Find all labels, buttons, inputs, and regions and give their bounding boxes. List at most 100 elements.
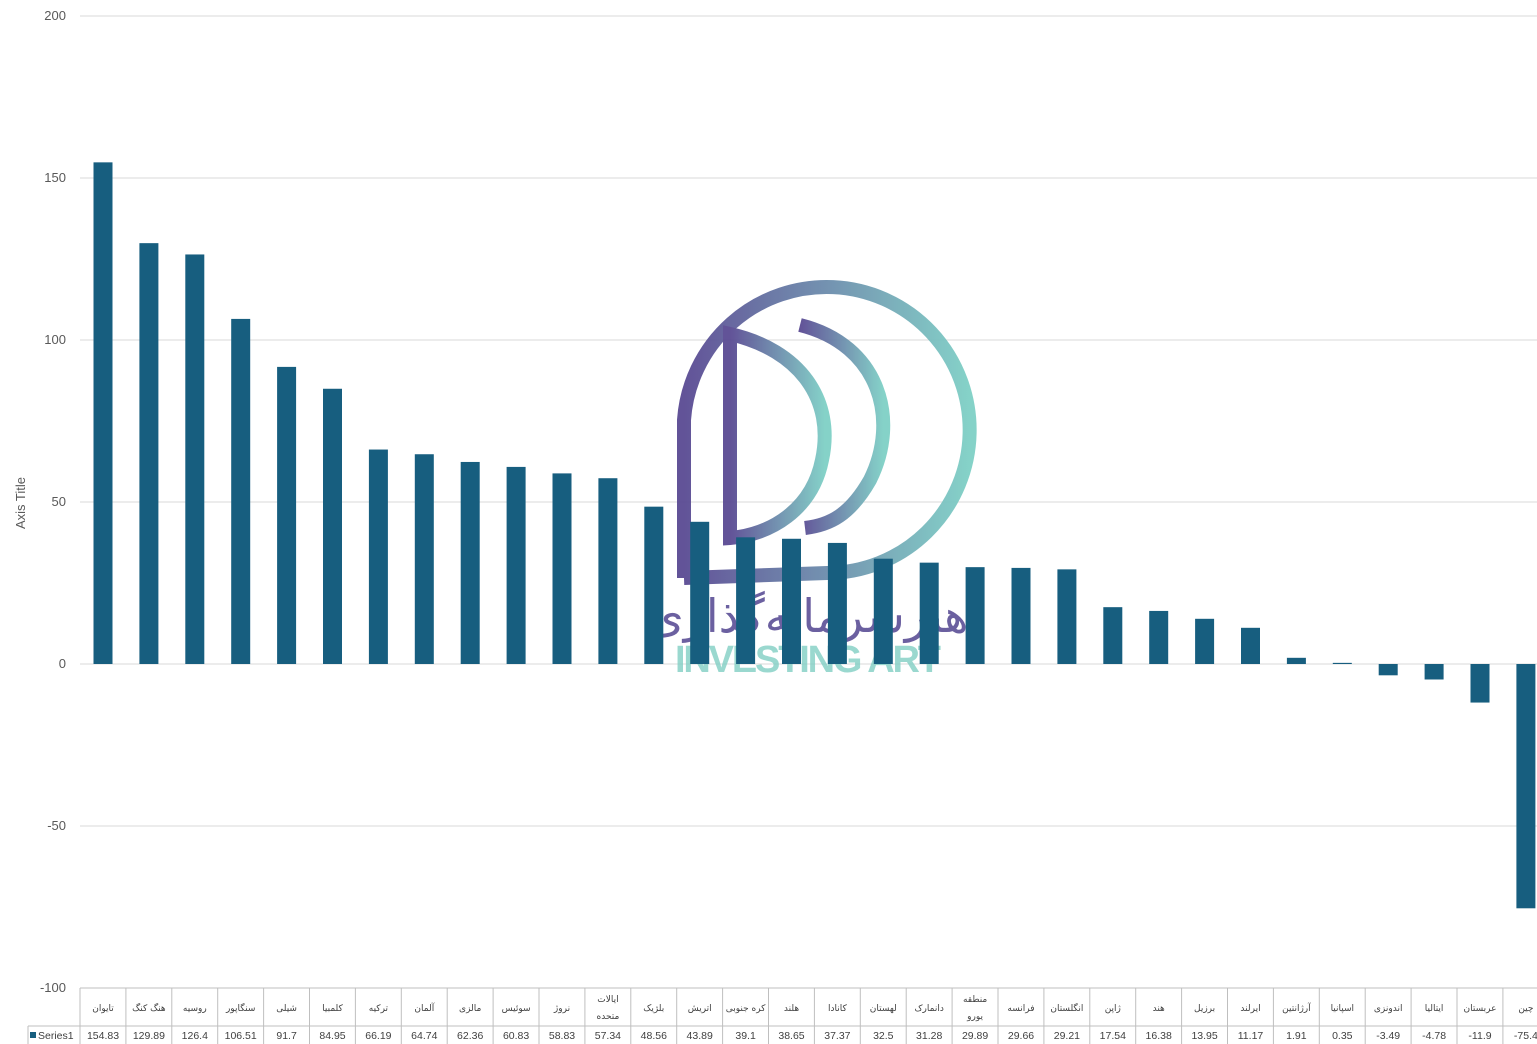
bar	[827, 542, 847, 664]
value-label: 31.28	[916, 1030, 942, 1042]
category-label: هند	[1153, 1004, 1165, 1014]
bar	[1241, 627, 1260, 664]
category-label: نروژ	[553, 1004, 570, 1014]
category-label: بلژیک	[643, 1004, 664, 1014]
bar	[1378, 664, 1398, 676]
bar	[1149, 610, 1169, 664]
bars	[93, 162, 1536, 909]
category-label: ژاپن	[1105, 1004, 1121, 1014]
category-label: شیلی	[276, 1004, 297, 1014]
bar	[323, 388, 342, 664]
y-tick-label: 100	[44, 332, 66, 347]
category-label: ایرلند	[1240, 1004, 1260, 1014]
bar	[460, 461, 480, 664]
value-label: 32.5	[873, 1030, 894, 1042]
bar	[736, 537, 756, 664]
bar	[277, 366, 297, 664]
category-label: آلمان	[414, 1002, 434, 1014]
value-label: 11.17	[1238, 1030, 1264, 1042]
bar	[506, 466, 526, 664]
y-tick-label: 0	[59, 656, 66, 671]
value-label: 62.36	[457, 1030, 483, 1042]
y-tick-label: 50	[52, 494, 66, 509]
value-label: 16.38	[1146, 1030, 1172, 1042]
bar	[873, 558, 893, 664]
value-label: 129.89	[133, 1030, 165, 1042]
bar	[1516, 664, 1536, 909]
value-label: 17.54	[1100, 1030, 1126, 1042]
category-label: اسپانیا	[1331, 1004, 1354, 1014]
bar	[1332, 662, 1352, 664]
bar	[644, 506, 664, 664]
category-label: روسیه	[183, 1004, 207, 1014]
value-label: 106.51	[225, 1030, 257, 1042]
value-label: 66.19	[365, 1030, 391, 1042]
category-label: ایالات	[597, 995, 618, 1005]
value-label: 29.66	[1008, 1030, 1034, 1042]
category-label: عربستان	[1464, 1004, 1497, 1014]
bar	[1057, 569, 1077, 664]
category-label: منطقه	[963, 995, 987, 1005]
y-tick-label: 200	[44, 8, 66, 23]
gridlines	[80, 15, 1537, 827]
category-label: اندونزی	[1374, 1004, 1403, 1014]
y-tick-label: -50	[47, 818, 66, 833]
category-label: سوئیس	[502, 1004, 531, 1014]
value-label: 1.91	[1286, 1030, 1307, 1042]
value-label: 48.56	[641, 1030, 667, 1042]
value-label: 37.37	[824, 1030, 850, 1042]
category-label: کانادا	[828, 1004, 847, 1014]
category-label: هنگ کنگ	[132, 1002, 166, 1014]
y-tick-label: -100	[40, 980, 66, 995]
bar	[1424, 664, 1444, 680]
bar	[1286, 657, 1306, 664]
value-label: 39.1	[735, 1030, 756, 1042]
category-label: مالزی	[459, 1004, 481, 1014]
value-label: 29.21	[1054, 1030, 1080, 1042]
value-label: 13.95	[1191, 1030, 1217, 1042]
value-label: 38.65	[778, 1030, 804, 1042]
watermark-text-en: INVESTING ART	[675, 639, 941, 681]
category-label: چین	[1518, 1004, 1533, 1014]
y-axis-ticks: 200 150 100 50 0 -50 -100	[40, 8, 66, 995]
y-axis-title: Axis Title	[13, 477, 28, 529]
category-label: یورو	[966, 1012, 983, 1022]
bar	[552, 473, 572, 664]
category-label: دانمارک	[915, 1003, 944, 1014]
category-label: هلند	[784, 1004, 799, 1014]
category-label: لهستان	[870, 1004, 897, 1014]
bar	[1195, 618, 1215, 664]
category-label: ترکیه	[369, 1004, 389, 1014]
value-label: 43.89	[687, 1030, 713, 1042]
data-table: Series1 تایوان 154.83 هنگ کنگ 129.89 روسیه 126…	[27, 987, 1537, 1044]
bar	[368, 449, 388, 664]
category-label: متحده	[597, 1012, 620, 1022]
value-label: 57.34	[595, 1030, 621, 1042]
category-label: کره جنوبی	[726, 1004, 766, 1014]
bar	[414, 454, 434, 664]
bar	[782, 538, 801, 664]
bar	[1103, 607, 1123, 664]
bar	[965, 567, 985, 664]
bar	[185, 254, 205, 665]
legend-series-name: Series1	[38, 1030, 74, 1042]
value-label: 91.7	[276, 1030, 297, 1042]
value-label: 126.4	[182, 1030, 208, 1042]
category-label: تایوان	[92, 1004, 114, 1014]
value-label: 84.95	[319, 1030, 345, 1042]
value-label: 64.74	[411, 1030, 437, 1042]
value-label: -11.9	[1468, 1030, 1491, 1042]
category-label: آرژانتین	[1282, 1002, 1311, 1014]
legend-key	[30, 1032, 36, 1038]
bar	[598, 478, 618, 664]
category-label: کلمبیا	[322, 1004, 343, 1014]
y-tick-label: 150	[44, 170, 66, 185]
bar	[690, 521, 710, 664]
category-label: برزیل	[1194, 1004, 1215, 1014]
value-label: -4.78	[1422, 1030, 1446, 1042]
bar	[231, 318, 251, 664]
category-label: اتریش	[688, 1004, 712, 1014]
category-label: فرانسه	[1007, 1004, 1034, 1014]
bar	[919, 562, 939, 664]
